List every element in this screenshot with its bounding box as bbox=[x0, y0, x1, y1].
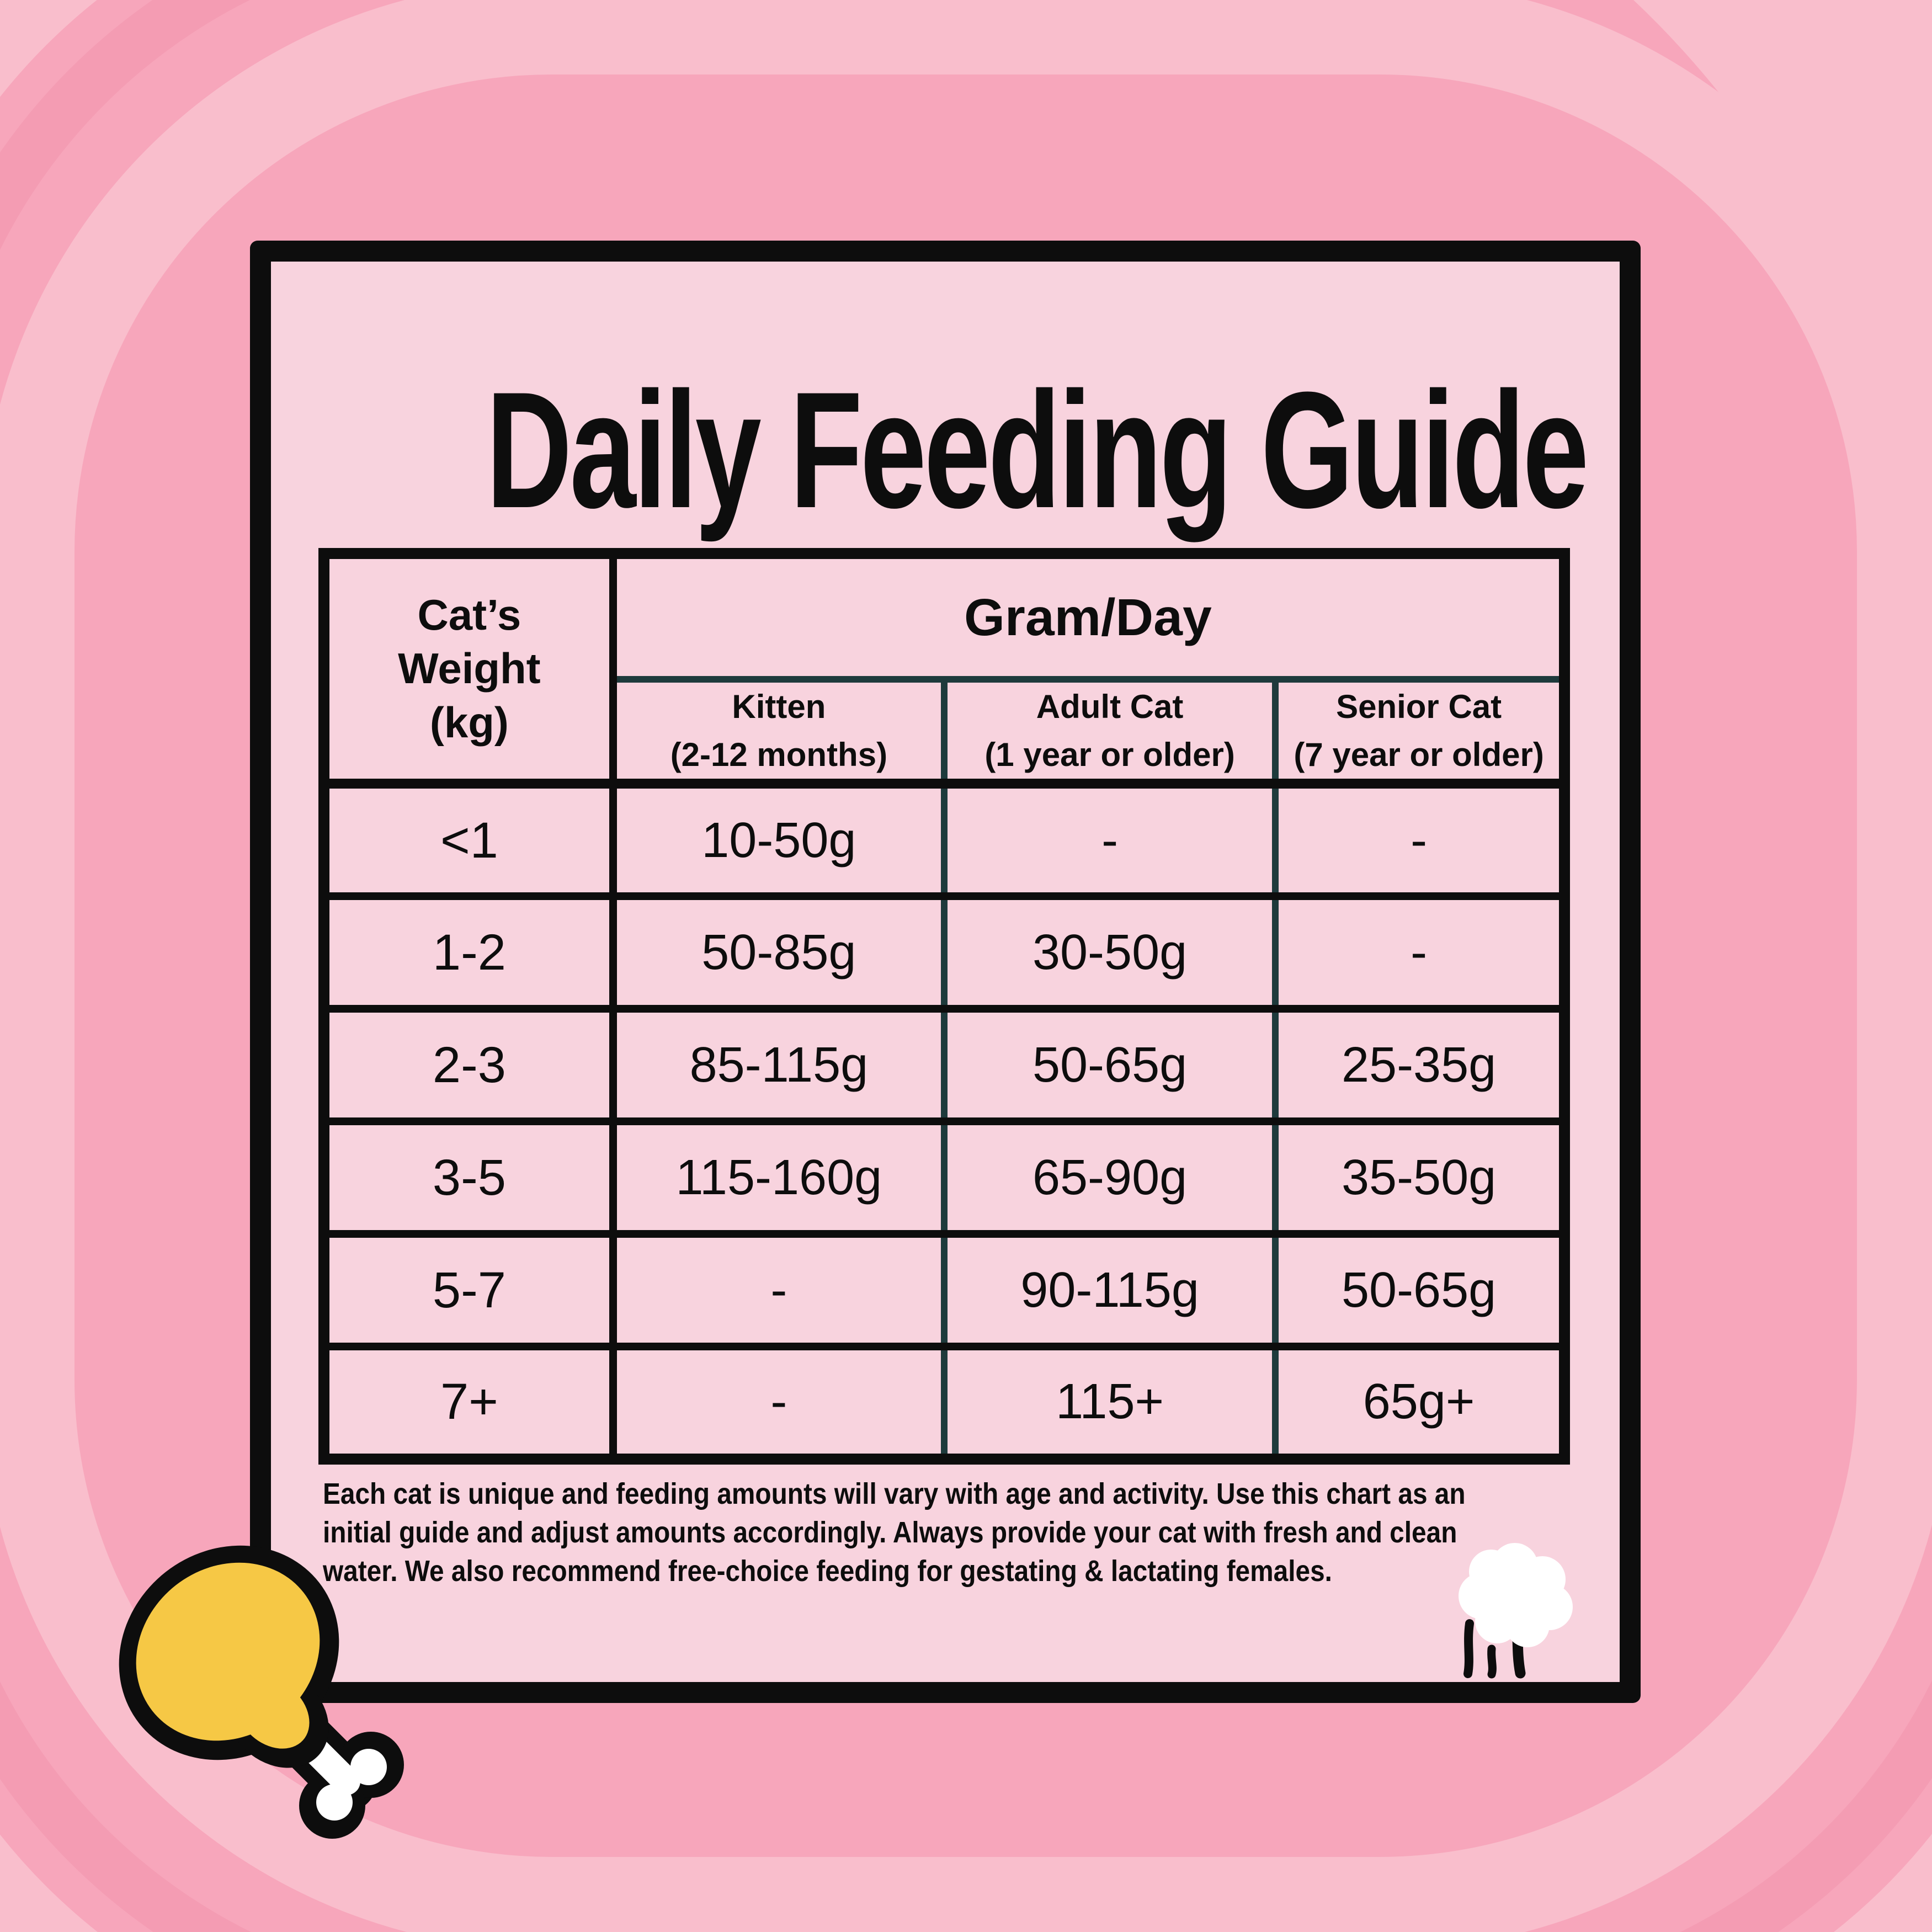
senior-cell: - bbox=[1275, 896, 1564, 1013]
senior-cell: 50-65g bbox=[1275, 1234, 1564, 1350]
table-row: 2-3 85-115g 50-65g 25-35g bbox=[324, 1009, 1564, 1125]
weight-cell: 7+ bbox=[324, 1346, 617, 1463]
adult-cell: - bbox=[944, 784, 1279, 900]
column-header-kitten: Kitten (2-12 months) bbox=[613, 679, 948, 789]
weight-cell: 2-3 bbox=[324, 1009, 617, 1125]
footer-note: Each cat is unique and feeding amounts w… bbox=[323, 1475, 1625, 1591]
feeding-table: Cat’s Weight (kg) Gram/Day Kitten (2-12 … bbox=[318, 548, 1570, 1465]
kitten-cell: 50-85g bbox=[613, 896, 948, 1013]
kitten-cell: 85-115g bbox=[613, 1009, 948, 1125]
senior-cell: 25-35g bbox=[1275, 1009, 1564, 1125]
footer-note-line: initial guide and adjust amounts accordi… bbox=[323, 1516, 1457, 1550]
kitten-cell: - bbox=[613, 1234, 948, 1350]
table-row: 1-2 50-85g 30-50g - bbox=[324, 896, 1564, 1013]
kitten-cell: 10-50g bbox=[613, 784, 948, 900]
adult-cell: 90-115g bbox=[944, 1234, 1279, 1350]
column-header-gram-day: Gram/Day bbox=[613, 553, 1564, 683]
column-header-adult-cat: Adult Cat (1 year or older) bbox=[944, 679, 1279, 789]
table-header-row-group: Cat’s Weight (kg) Gram/Day bbox=[324, 553, 1564, 789]
weight-cell: <1 bbox=[324, 784, 617, 900]
adult-cell: 65-90g bbox=[944, 1121, 1279, 1238]
flower-icon bbox=[1459, 1543, 1573, 1679]
kitten-cell: 115-160g bbox=[613, 1121, 948, 1238]
weight-cell: 3-5 bbox=[324, 1121, 617, 1238]
table-header-row-sub: Kitten (2-12 months) Adult Cat (1 year o… bbox=[324, 679, 1564, 789]
adult-cell: 30-50g bbox=[944, 896, 1279, 1013]
table-row: 5-7 - 90-115g 50-65g bbox=[324, 1234, 1564, 1350]
senior-cell: 35-50g bbox=[1275, 1121, 1564, 1238]
senior-cell: - bbox=[1275, 784, 1564, 900]
page-title-text: Daily Feeding Guide bbox=[486, 357, 1589, 542]
page-title: Daily Feeding Guide bbox=[272, 367, 1619, 533]
kitten-cell: - bbox=[613, 1346, 948, 1463]
column-header-cats-weight: Cat’s Weight (kg) bbox=[324, 553, 617, 789]
footer-note-line: water. We also recommend free-choice fee… bbox=[323, 1555, 1332, 1588]
footer-note-line: Each cat is unique and feeding amounts w… bbox=[323, 1477, 1466, 1510]
weight-cell: 5-7 bbox=[324, 1234, 617, 1350]
adult-cell: 115+ bbox=[944, 1346, 1279, 1463]
swirl-corner-blob bbox=[1633, 0, 1932, 486]
weight-cell: 1-2 bbox=[324, 896, 617, 1013]
senior-cell: 65g+ bbox=[1275, 1346, 1564, 1463]
chicken-drumstick-icon bbox=[119, 1545, 404, 1839]
table-row: 3-5 115-160g 65-90g 35-50g bbox=[324, 1121, 1564, 1238]
column-header-senior-cat: Senior Cat (7 year or older) bbox=[1275, 679, 1564, 789]
table-row: <1 10-50g - - bbox=[324, 784, 1564, 900]
adult-cell: 50-65g bbox=[944, 1009, 1279, 1125]
table-row: 7+ - 115+ 65g+ bbox=[324, 1346, 1564, 1463]
